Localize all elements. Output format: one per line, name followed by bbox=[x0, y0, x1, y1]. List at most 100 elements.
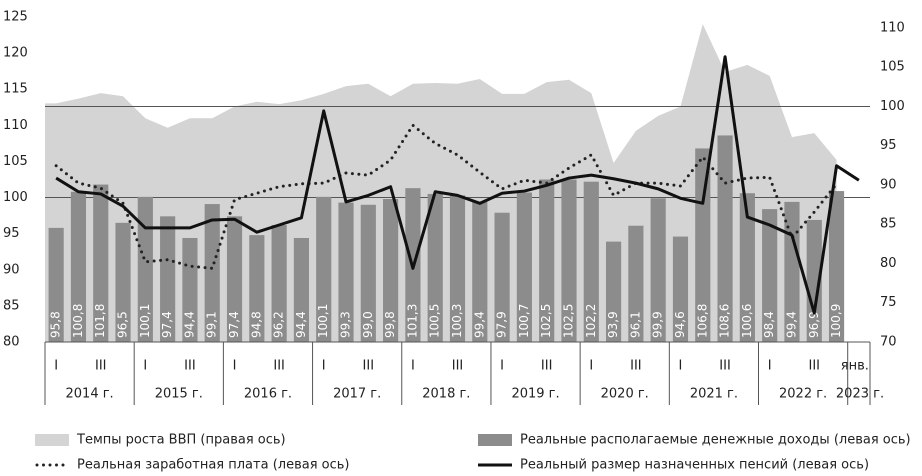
value-label: 96,5 bbox=[116, 311, 130, 338]
bar bbox=[717, 135, 733, 342]
bar bbox=[137, 196, 153, 342]
value-label: 94,6 bbox=[673, 311, 687, 338]
legend-swatch bbox=[35, 434, 69, 446]
value-label: 96,9 bbox=[807, 311, 821, 338]
bar bbox=[115, 222, 131, 342]
y2-tick-label: 95 bbox=[880, 138, 897, 153]
y2-tick-label: 90 bbox=[880, 177, 897, 192]
bar bbox=[583, 181, 599, 342]
value-label: 96,2 bbox=[272, 311, 286, 338]
value-label: 99,9 bbox=[651, 311, 665, 338]
y2-tick-label: 80 bbox=[880, 256, 897, 271]
legend-label: Реальная заработная плата (левая ось) bbox=[77, 458, 350, 473]
value-label: 94,4 bbox=[294, 311, 308, 338]
x-tick-label: I bbox=[322, 359, 326, 374]
value-label: 99,4 bbox=[784, 311, 798, 338]
bar bbox=[449, 195, 466, 342]
x-tick-label: III bbox=[719, 359, 731, 374]
year-label: 2021 г. bbox=[690, 387, 738, 402]
bar bbox=[561, 179, 577, 342]
x-tick-label: III bbox=[452, 359, 464, 374]
x-tick-label: I bbox=[500, 359, 504, 374]
value-label: 94,8 bbox=[249, 311, 263, 338]
bar bbox=[650, 198, 666, 342]
legend-swatch bbox=[478, 434, 512, 446]
value-label: 102,5 bbox=[561, 304, 575, 338]
value-label: 99,0 bbox=[361, 311, 375, 338]
y2-tick-label: 100 bbox=[880, 99, 905, 114]
line bbox=[55, 55, 860, 315]
y2-tick-label: 105 bbox=[880, 60, 905, 75]
bar bbox=[606, 241, 622, 342]
x-tick-label: I bbox=[768, 359, 772, 374]
value-label: 93,9 bbox=[606, 311, 620, 338]
x-tick-label: III bbox=[273, 359, 285, 374]
x-tick-label: III bbox=[95, 359, 107, 374]
value-label: 100,9 bbox=[829, 304, 843, 338]
y-tick-label: 80 bbox=[3, 335, 20, 350]
y-tick-label: 110 bbox=[3, 118, 28, 133]
value-label: 100,3 bbox=[450, 304, 464, 338]
bar bbox=[516, 192, 532, 342]
value-label: 99,1 bbox=[205, 311, 219, 338]
bar bbox=[204, 204, 220, 342]
value-label: 96,1 bbox=[628, 311, 642, 338]
y-tick-label: 105 bbox=[3, 154, 28, 169]
dotted-line bbox=[54, 123, 839, 270]
legend-label: Реальные располагаемые денежные доходы (… bbox=[520, 433, 911, 448]
bar bbox=[427, 193, 443, 342]
year-label: 2019 г. bbox=[511, 387, 559, 402]
value-label: 100,1 bbox=[138, 304, 152, 338]
bar bbox=[739, 193, 755, 342]
y2-tick-label: 85 bbox=[880, 217, 897, 232]
year-label: 2017 г. bbox=[333, 387, 381, 402]
bar bbox=[539, 179, 555, 342]
year-label: 2014 г. bbox=[66, 387, 114, 402]
value-label: 100,5 bbox=[428, 304, 442, 338]
value-label: 97,4 bbox=[160, 311, 174, 338]
y-tick-label: 95 bbox=[3, 226, 20, 241]
bar bbox=[316, 196, 332, 342]
value-label: 95,8 bbox=[49, 311, 63, 338]
bar bbox=[226, 216, 243, 342]
value-label: 98,4 bbox=[762, 311, 776, 338]
value-label: 108,6 bbox=[718, 304, 732, 338]
year-label: 2016 г. bbox=[244, 387, 292, 402]
bar bbox=[672, 236, 689, 342]
x-tick-label: III bbox=[363, 359, 375, 374]
bar bbox=[93, 184, 109, 342]
bar bbox=[472, 201, 488, 342]
value-label: 99,8 bbox=[383, 311, 397, 338]
bar bbox=[383, 199, 399, 342]
value-label: 97,4 bbox=[227, 311, 241, 338]
bar bbox=[784, 201, 800, 342]
bar bbox=[338, 202, 354, 342]
x-tick-label: I bbox=[589, 359, 593, 374]
x-tick-label: янв. bbox=[841, 359, 869, 374]
value-label: 94,4 bbox=[182, 311, 196, 338]
bar bbox=[48, 227, 64, 342]
y-tick-label: 100 bbox=[3, 190, 28, 205]
value-label: 102,5 bbox=[539, 304, 553, 338]
bar bbox=[828, 191, 845, 342]
y2-tick-label: 70 bbox=[880, 335, 897, 350]
y-tick-label: 125 bbox=[3, 10, 28, 25]
value-label: 99,3 bbox=[339, 311, 353, 338]
x-tick-label: I bbox=[54, 359, 58, 374]
y2-tick-label: 110 bbox=[880, 20, 905, 35]
bar bbox=[628, 225, 644, 342]
y-tick-label: 90 bbox=[3, 262, 20, 277]
y-tick-label: 115 bbox=[3, 82, 28, 97]
value-label: 100,7 bbox=[517, 304, 531, 338]
x-tick-label: I bbox=[411, 359, 415, 374]
y-tick-label: 85 bbox=[3, 298, 20, 313]
value-label: 99,4 bbox=[472, 311, 486, 338]
x-tick-label: III bbox=[541, 359, 553, 374]
value-label: 100,6 bbox=[740, 304, 754, 338]
bar bbox=[494, 212, 510, 342]
bar bbox=[271, 225, 287, 342]
legend-label: Реальный размер назначенных пенсий (лева… bbox=[520, 458, 869, 473]
x-tick-label: I bbox=[679, 359, 683, 374]
bar bbox=[806, 219, 822, 342]
